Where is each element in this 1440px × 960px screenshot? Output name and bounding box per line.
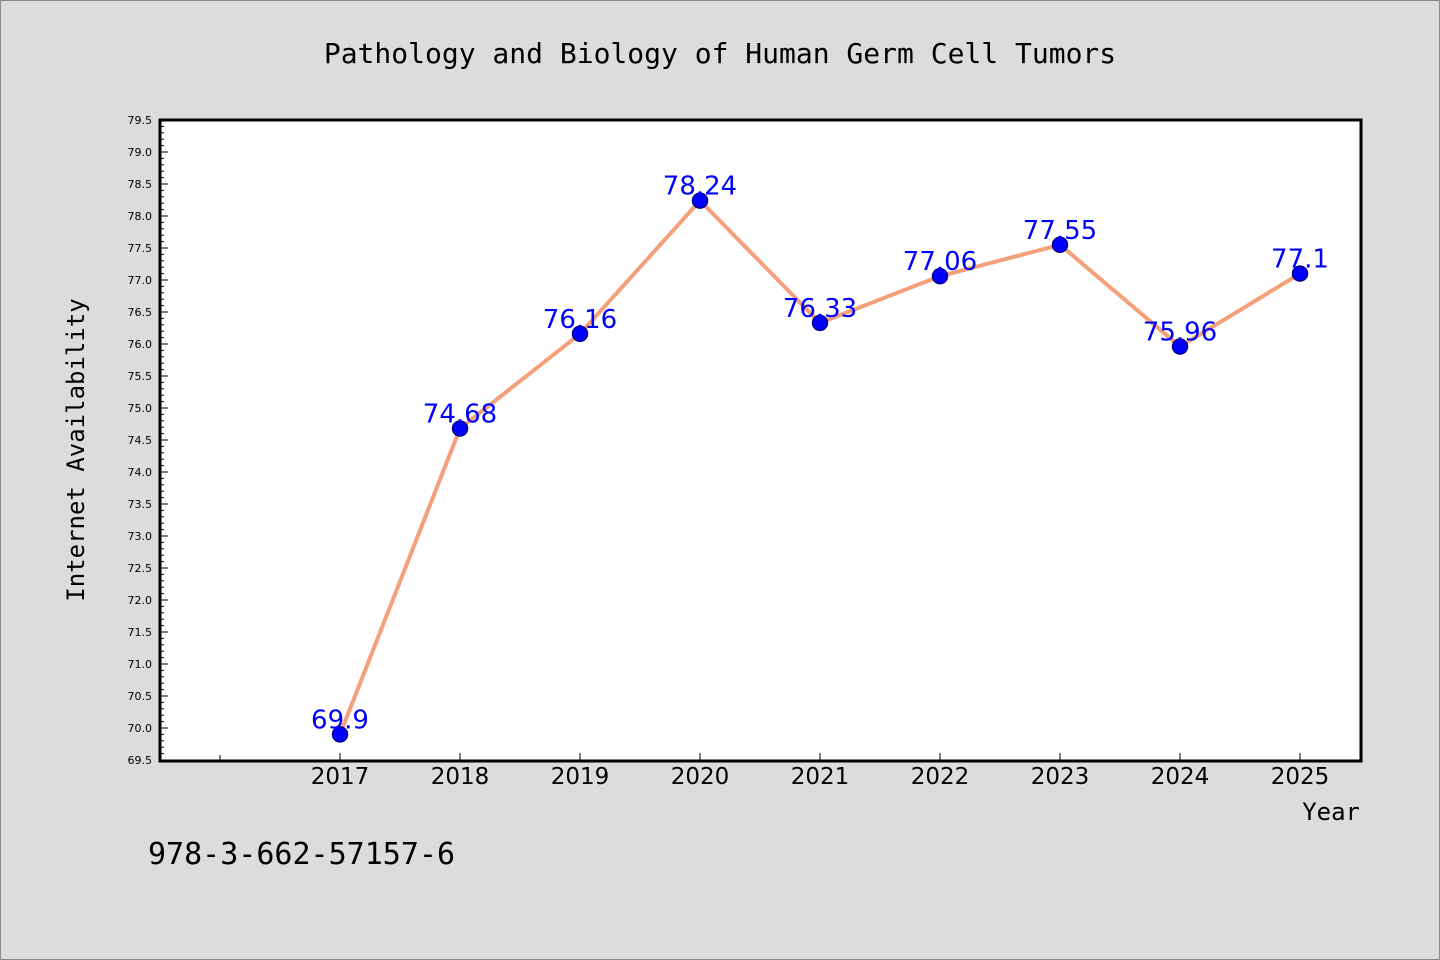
data-point	[571, 325, 589, 343]
x-tick-label: 2019	[551, 764, 610, 790]
y-tick-label: 70.5	[128, 690, 153, 703]
data-point	[811, 314, 829, 332]
data-point	[451, 420, 469, 437]
y-tick-label: 75.5	[128, 370, 153, 383]
chart-title: Pathology and Biology of Human Germ Cell…	[324, 37, 1116, 70]
x-tick-label: 2025	[1271, 764, 1330, 790]
data-point	[931, 267, 949, 285]
data-label: 75.96	[1143, 318, 1217, 348]
y-axis-label: Internet Availability	[62, 298, 90, 601]
y-tick-label: 74.5	[128, 434, 153, 447]
x-tick-label: 2024	[1151, 764, 1210, 790]
data-label: 74.68	[423, 399, 497, 429]
y-tick-label: 77.0	[128, 274, 153, 287]
data-point	[1171, 338, 1189, 355]
y-tick-label: 78.0	[128, 210, 153, 223]
x-tick-label: 2023	[1031, 764, 1090, 790]
y-tick-label: 69.5	[128, 754, 153, 767]
x-axis-label: Year	[1302, 798, 1360, 826]
data-label: 76.33	[783, 294, 857, 324]
data-label: 76.16	[543, 305, 617, 335]
series-line-group	[331, 192, 1309, 743]
y-tick-label: 71.0	[128, 658, 153, 671]
isbn-footer: 978-3-662-57157-6	[148, 837, 455, 872]
x-tick-label: 2020	[671, 764, 730, 790]
y-tick-label: 75.0	[128, 402, 153, 415]
x-tick-label: 2022	[911, 764, 970, 790]
y-tick-label: 70.0	[128, 722, 153, 735]
y-tick-label: 72.0	[128, 594, 153, 607]
y-tick-label: 73.5	[128, 498, 153, 511]
data-point	[331, 726, 349, 743]
y-tick-label: 76.5	[128, 306, 153, 319]
y-tick-label: 72.5	[128, 562, 153, 575]
data-point	[1291, 265, 1309, 282]
data-label: 77.1	[1271, 245, 1329, 275]
data-label: 69.9	[311, 705, 369, 735]
data-point	[1051, 236, 1069, 254]
data-point	[691, 192, 709, 209]
y-tick-label: 77.5	[128, 242, 153, 255]
x-tick-label: 2017	[311, 764, 370, 790]
x-tick-label: 2018	[431, 764, 490, 790]
y-tick-label: 73.0	[128, 530, 153, 543]
x-axis: 2017 2018 2019 2020 2021 2022 2023 2024 2025	[219, 753, 1330, 790]
y-tick-label: 79.0	[128, 146, 153, 159]
data-labels-group: 69.9 74.68 76.16 78.24 76.33 77.06 77.55 75.96 7…	[311, 172, 1329, 736]
data-label: 78.24	[663, 172, 737, 202]
y-tick-label: 76.0	[128, 338, 153, 351]
y-tick-label: 74.0	[128, 466, 153, 479]
y-tick-label: 78.5	[128, 178, 153, 191]
x-tick-label: 2021	[791, 764, 850, 790]
y-axis: 69.5 70.0 70.5 71.0 71.5 72.0 72.5 73.0 73.5 74.0…	[128, 114, 168, 767]
y-tick-label: 79.5	[128, 114, 153, 127]
y-tick-label: 71.5	[128, 626, 153, 639]
data-label: 77.06	[903, 247, 977, 277]
plot-area	[158, 118, 1363, 763]
data-label: 77.55	[1023, 216, 1097, 246]
